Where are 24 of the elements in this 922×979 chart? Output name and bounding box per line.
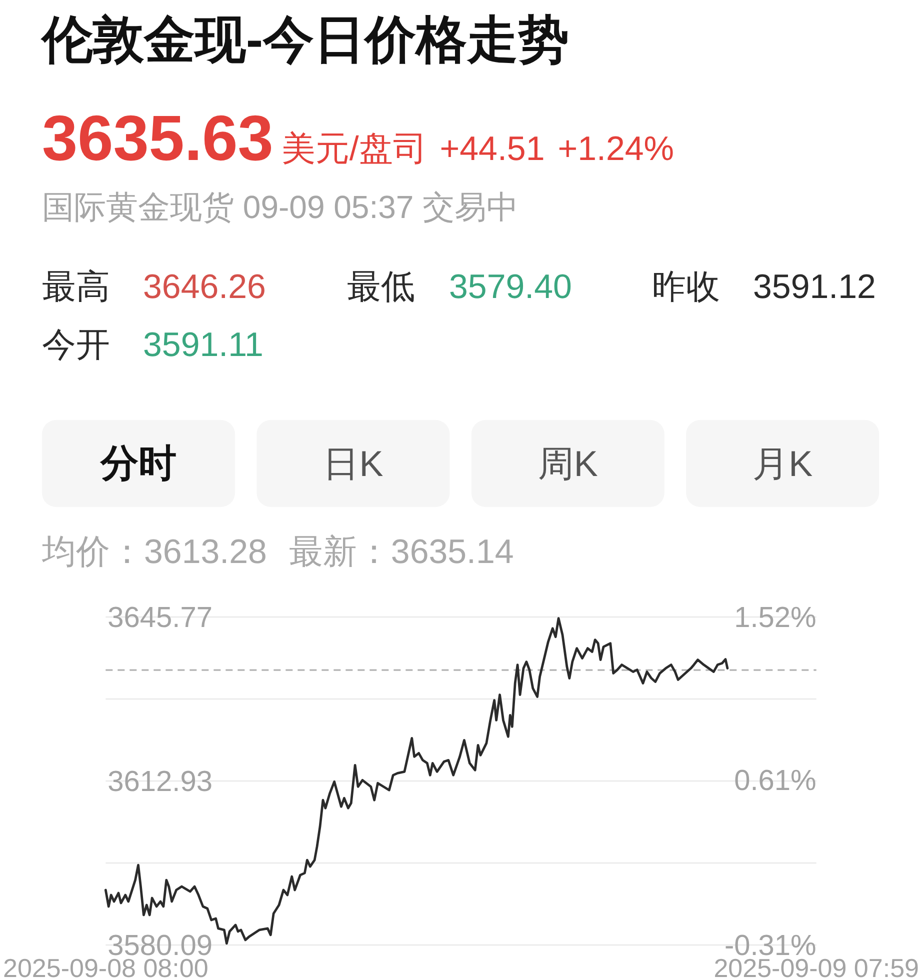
button: 分时	[42, 420, 235, 507]
text: 3591.11	[143, 326, 264, 364]
y-tick-label: 3645.77	[108, 602, 212, 634]
y2-tick-label: 1.52%	[734, 602, 816, 634]
button: 日K	[256, 420, 450, 507]
button: 周K	[471, 420, 664, 507]
text: 昨收	[652, 268, 720, 306]
button: 月K	[686, 420, 880, 507]
text: 3579.40	[449, 268, 572, 306]
text: 最新：3635.14	[288, 533, 514, 571]
text: 最低	[347, 268, 415, 306]
text: 今开	[42, 326, 110, 364]
text: +1.24%	[558, 130, 674, 168]
text: 3646.26	[143, 268, 266, 306]
text: 最高	[42, 268, 110, 306]
text: 国际黄金现货 09-09 05:37 交易中	[42, 189, 519, 225]
text: 均价：3613.28	[41, 533, 267, 571]
chart-title: 伦敦金现-今日价格走势	[40, 11, 569, 68]
text: 3635.63	[42, 102, 274, 174]
text: 美元/盘司	[281, 130, 427, 168]
y2-tick-label: 0.61%	[734, 765, 816, 798]
y-tick-label: 3612.93	[108, 766, 212, 798]
text: +44.51	[440, 130, 545, 168]
text: 3591.12	[753, 268, 876, 306]
